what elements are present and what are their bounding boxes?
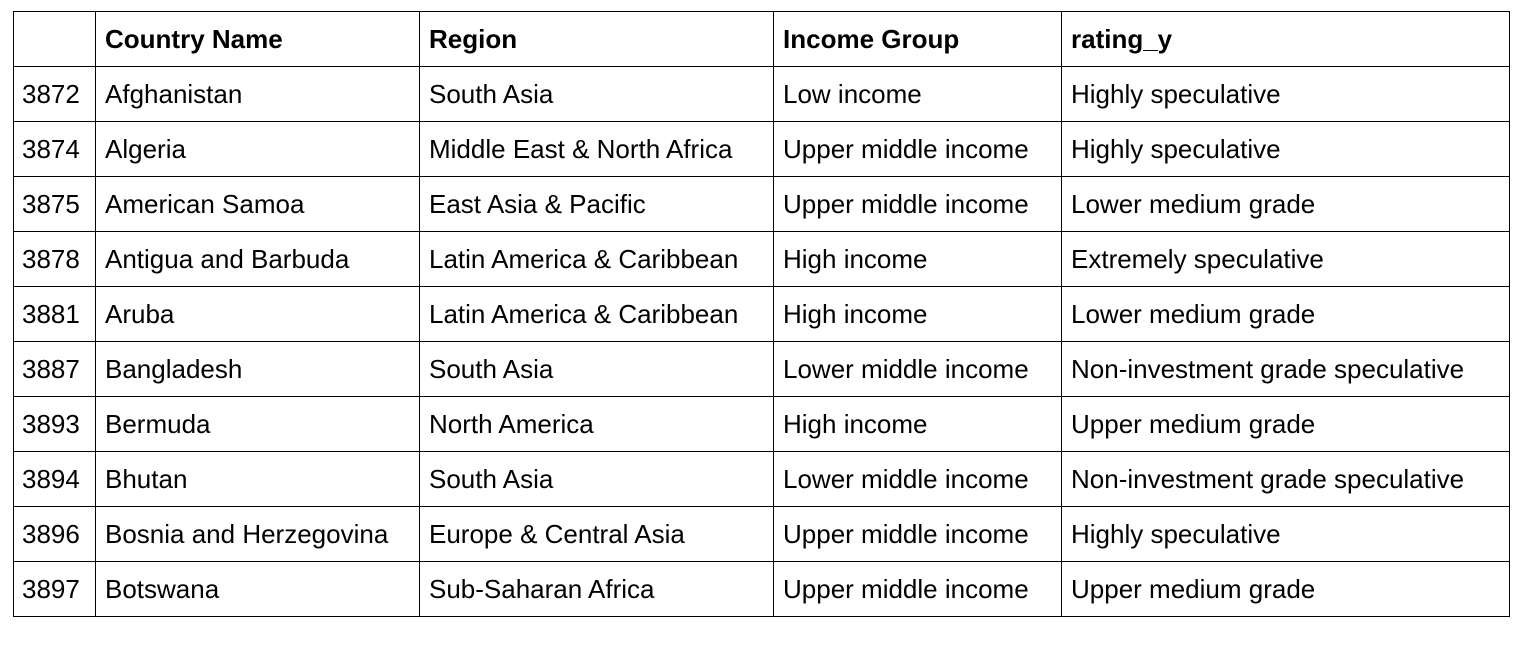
region-cell: South Asia xyxy=(419,341,774,397)
row-index: 3878 xyxy=(13,231,96,287)
rating-cell: Non-investment grade speculative xyxy=(1061,341,1510,397)
table-row: 3896 Bosnia and Herzegovina Europe & Centr… xyxy=(13,506,1510,562)
row-index: 3872 xyxy=(13,66,96,122)
rating-cell: Upper medium grade xyxy=(1061,561,1510,617)
rating-cell: Highly speculative xyxy=(1061,506,1510,562)
row-index: 3896 xyxy=(13,506,96,562)
table-row: 3874 Algeria Middle East & North Africa Upp… xyxy=(13,121,1510,177)
table-row: 3881 Aruba Latin America & Caribbean High i… xyxy=(13,286,1510,342)
income-group-cell: High income xyxy=(773,396,1062,452)
row-index: 3881 xyxy=(13,286,96,342)
table-row: 3893 Bermuda North America High income Upper… xyxy=(13,396,1510,452)
row-index: 3894 xyxy=(13,451,96,507)
table-row: 3872 Afghanistan South Asia Low income Highl… xyxy=(13,66,1510,122)
header-index xyxy=(13,11,96,67)
rating-cell: Highly speculative xyxy=(1061,66,1510,122)
region-cell: East Asia & Pacific xyxy=(419,176,774,232)
income-group-cell: High income xyxy=(773,231,1062,287)
country-name-cell: Aruba xyxy=(95,286,420,342)
rating-cell: Highly speculative xyxy=(1061,121,1510,177)
country-name-cell: Bangladesh xyxy=(95,341,420,397)
income-group-cell: Upper middle income xyxy=(773,121,1062,177)
table-header: Country Name Region Income Group rating_… xyxy=(13,11,1510,67)
income-group-cell: Low income xyxy=(773,66,1062,122)
country-name-cell: Afghanistan xyxy=(95,66,420,122)
country-name-cell: American Samoa xyxy=(95,176,420,232)
region-cell: Middle East & North Africa xyxy=(419,121,774,177)
row-index: 3874 xyxy=(13,121,96,177)
region-cell: North America xyxy=(419,396,774,452)
income-group-cell: Lower middle income xyxy=(773,451,1062,507)
income-group-cell: Upper middle income xyxy=(773,506,1062,562)
region-cell: Europe & Central Asia xyxy=(419,506,774,562)
table-body: 3872 Afghanistan South Asia Low income Highl… xyxy=(13,66,1510,617)
country-name-cell: Antigua and Barbuda xyxy=(95,231,420,287)
rating-cell: Lower medium grade xyxy=(1061,176,1510,232)
region-cell: Sub-Saharan Africa xyxy=(419,561,774,617)
country-name-cell: Botswana xyxy=(95,561,420,617)
region-cell: Latin America & Caribbean xyxy=(419,286,774,342)
table-row: 3894 Bhutan South Asia Lower middle income N… xyxy=(13,451,1510,507)
rating-cell: Extremely speculative xyxy=(1061,231,1510,287)
table-row: 3897 Botswana Sub-Saharan Africa Upper midd… xyxy=(13,561,1510,617)
header-rating: rating_y xyxy=(1061,11,1510,67)
rating-cell: Non-investment grade speculative xyxy=(1061,451,1510,507)
country-name-cell: Bermuda xyxy=(95,396,420,452)
table-row: 3875 American Samoa East Asia & Pacific Upp… xyxy=(13,176,1510,232)
header-country-name: Country Name xyxy=(95,11,420,67)
country-name-cell: Algeria xyxy=(95,121,420,177)
country-name-cell: Bhutan xyxy=(95,451,420,507)
rating-cell: Lower medium grade xyxy=(1061,286,1510,342)
row-index: 3893 xyxy=(13,396,96,452)
table-row: 3887 Bangladesh South Asia Lower middle inc… xyxy=(13,341,1510,397)
income-group-cell: Upper middle income xyxy=(773,561,1062,617)
income-group-cell: Upper middle income xyxy=(773,176,1062,232)
table-row: 3878 Antigua and Barbuda Latin America & C… xyxy=(13,231,1510,287)
region-cell: South Asia xyxy=(419,451,774,507)
rating-cell: Upper medium grade xyxy=(1061,396,1510,452)
row-index: 3897 xyxy=(13,561,96,617)
header-income-group: Income Group xyxy=(773,11,1062,67)
data-table: Country Name Region Income Group rating_… xyxy=(13,11,1510,617)
income-group-cell: High income xyxy=(773,286,1062,342)
header-row: Country Name Region Income Group rating_… xyxy=(13,11,1510,67)
row-index: 3887 xyxy=(13,341,96,397)
country-name-cell: Bosnia and Herzegovina xyxy=(95,506,420,562)
header-region: Region xyxy=(419,11,774,67)
region-cell: South Asia xyxy=(419,66,774,122)
row-index: 3875 xyxy=(13,176,96,232)
income-group-cell: Lower middle income xyxy=(773,341,1062,397)
region-cell: Latin America & Caribbean xyxy=(419,231,774,287)
